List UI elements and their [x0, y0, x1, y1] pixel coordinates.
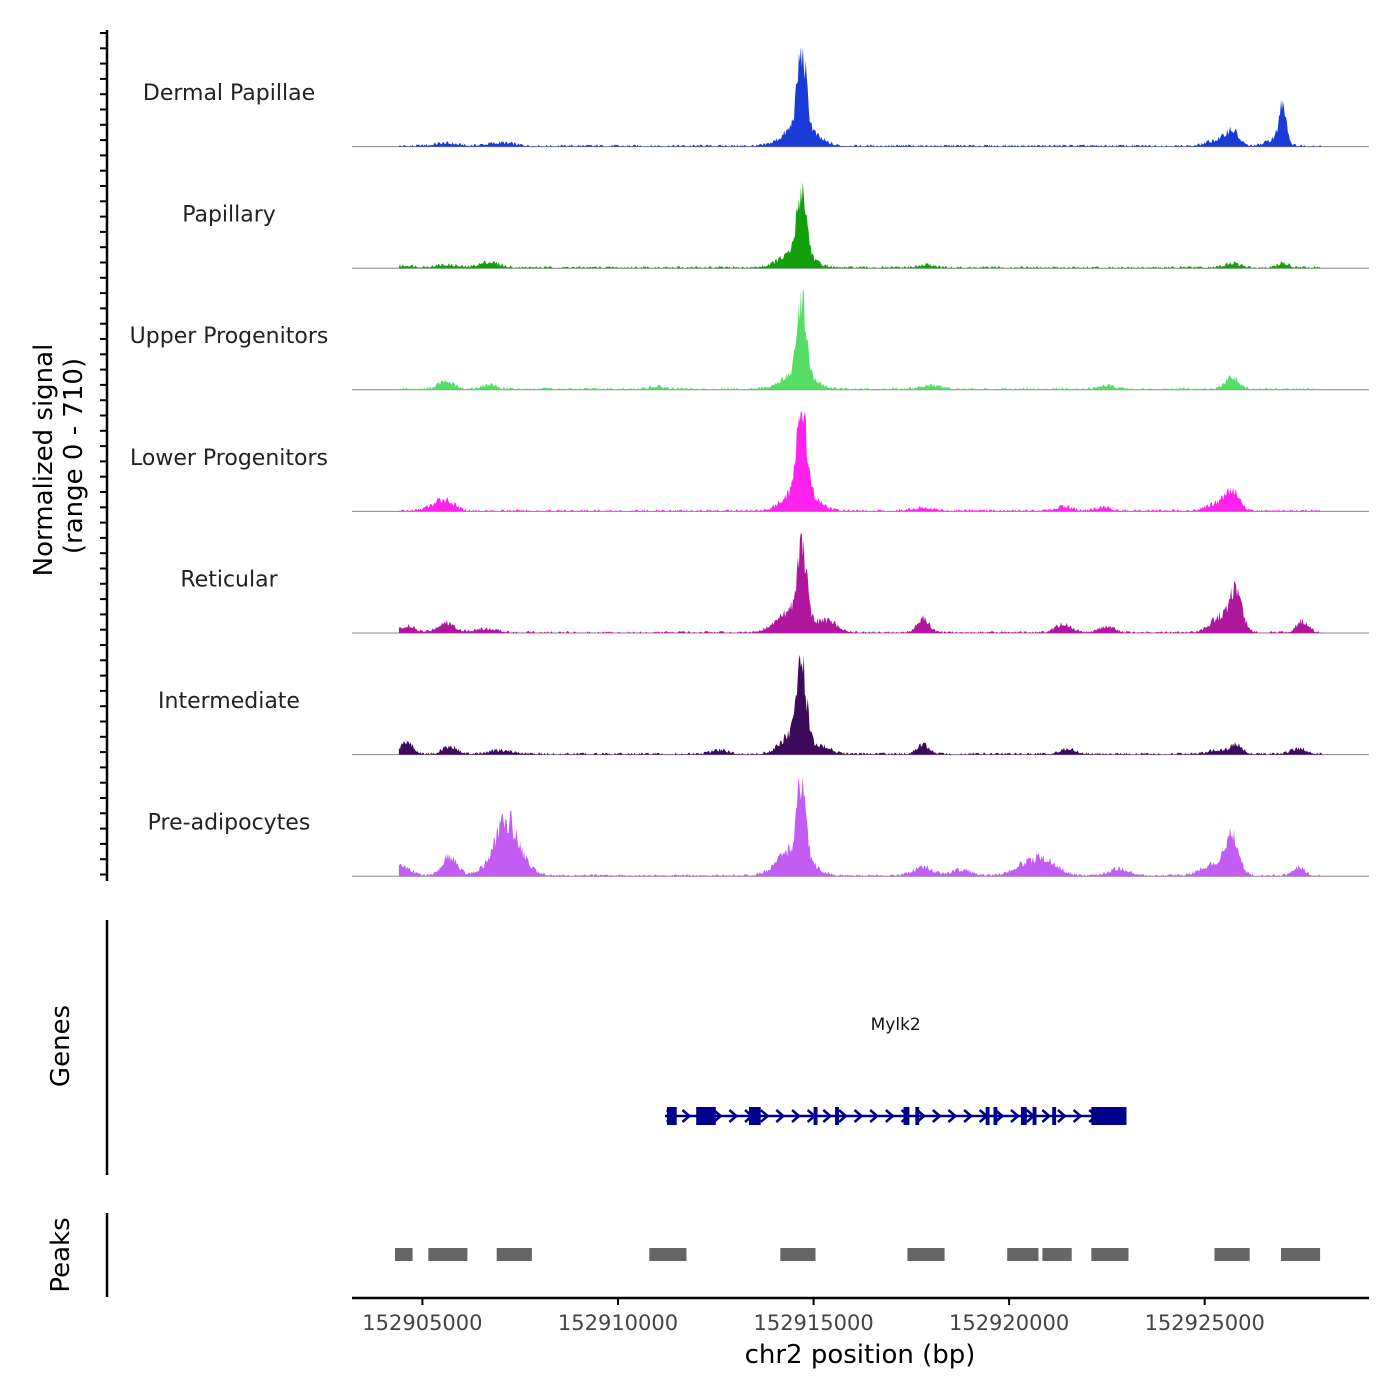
track-upper-progenitors: Upper Progenitors: [130, 290, 1369, 391]
x-ticks: 152905000 152910000 152915000 152920000 1529…: [362, 1298, 1265, 1335]
track-label: Intermediate: [158, 689, 300, 714]
track-dermal-papillae: Dermal Papillae: [143, 47, 1369, 148]
genes-panel: Mylk2: [664, 1015, 1127, 1125]
strand-arrow: [884, 1109, 895, 1123]
strand-arrow: [822, 1109, 833, 1123]
strand-arrow: [1010, 1109, 1020, 1123]
track-label: Papillary: [182, 203, 276, 228]
gene-exon: [813, 1107, 818, 1125]
gene-exon: [749, 1107, 761, 1125]
peak-region: [395, 1248, 413, 1261]
peak-region: [1214, 1248, 1250, 1261]
track-lower-progenitors: Lower Progenitors: [130, 411, 1369, 512]
strand-arrow: [712, 1109, 723, 1123]
peaks-panel-label: Peaks: [46, 1217, 76, 1292]
strand-arrow: [681, 1109, 692, 1123]
signal-area: [398, 181, 1323, 269]
signal-area: [398, 655, 1323, 755]
signal-area: [398, 47, 1323, 147]
gene-exon: [915, 1107, 920, 1125]
track-label: Upper Progenitors: [130, 324, 329, 349]
track-label: Reticular: [180, 567, 278, 592]
gene-name-label: Mylk2: [871, 1015, 921, 1035]
track-pre-adipocytes: Pre-adipocytes: [148, 776, 1369, 877]
gene-exon: [696, 1107, 716, 1125]
strand-arrow: [963, 1109, 974, 1123]
peak-region: [1007, 1248, 1039, 1261]
signal-area: [398, 290, 1323, 390]
strand-arrow: [853, 1109, 864, 1123]
signal-tracks: Dermal Papillae Papillary Upper Progenitor…: [130, 47, 1369, 877]
strand-arrow: [1072, 1109, 1083, 1123]
track-label: Pre-adipocytes: [148, 811, 311, 836]
peak-region: [496, 1248, 532, 1261]
peak-region: [780, 1248, 816, 1261]
peaks-panel: [395, 1248, 1321, 1261]
signal-area: [398, 776, 1323, 877]
track-intermediate: Intermediate: [158, 655, 1369, 756]
track-label: Dermal Papillae: [143, 81, 315, 106]
gene-exon: [985, 1107, 990, 1125]
peak-region: [907, 1248, 945, 1261]
strand-arrow: [869, 1109, 880, 1123]
strand-arrow: [931, 1109, 942, 1123]
gene-mylk2: Mylk2: [664, 1015, 1127, 1125]
x-tick-label: 152920000: [949, 1311, 1069, 1335]
strand-arrow: [759, 1109, 770, 1123]
x-tick-label: 152905000: [362, 1311, 482, 1335]
strand-arrow: [791, 1109, 801, 1123]
x-tick-label: 152910000: [558, 1311, 678, 1335]
genes-panel-label: Genes: [46, 1005, 76, 1087]
strand-arrow: [775, 1109, 786, 1123]
gene-exon: [993, 1107, 998, 1125]
strand-arrow: [916, 1109, 927, 1123]
peak-region: [428, 1248, 468, 1261]
signal-y-ticks: [100, 32, 107, 876]
strand-arrow: [947, 1109, 958, 1123]
x-tick-label: 152925000: [1145, 1311, 1265, 1335]
strand-arrow: [994, 1109, 1005, 1123]
x-axis-label: chr2 position (bp): [745, 1340, 976, 1370]
peak-region: [1042, 1248, 1072, 1261]
gene-exon: [1020, 1107, 1027, 1125]
signal-area: [398, 533, 1323, 633]
peak-region: [1281, 1248, 1321, 1261]
gene-exon: [835, 1107, 839, 1125]
x-tick-label: 152915000: [753, 1311, 873, 1335]
strand-arrow: [728, 1109, 739, 1123]
strand-arrow: [1057, 1109, 1067, 1123]
track-papillary: Papillary: [182, 181, 1369, 269]
y-axis-label-line2: (range 0 - 710): [59, 358, 89, 554]
gene-exon: [1052, 1107, 1057, 1125]
gene-exon: [1032, 1107, 1037, 1125]
signal-area: [398, 411, 1323, 512]
gene-exon: [666, 1107, 677, 1125]
strand-arrow: [1041, 1109, 1052, 1123]
gene-exon: [1091, 1107, 1127, 1125]
track-reticular: Reticular: [180, 533, 1369, 634]
track-label: Lower Progenitors: [130, 446, 328, 471]
y-axis-label-line1: Normalized signal: [29, 344, 59, 577]
gene-exon: [903, 1107, 910, 1125]
peak-region: [1091, 1248, 1129, 1261]
strand-arrow: [838, 1109, 848, 1123]
peak-region: [649, 1248, 687, 1261]
